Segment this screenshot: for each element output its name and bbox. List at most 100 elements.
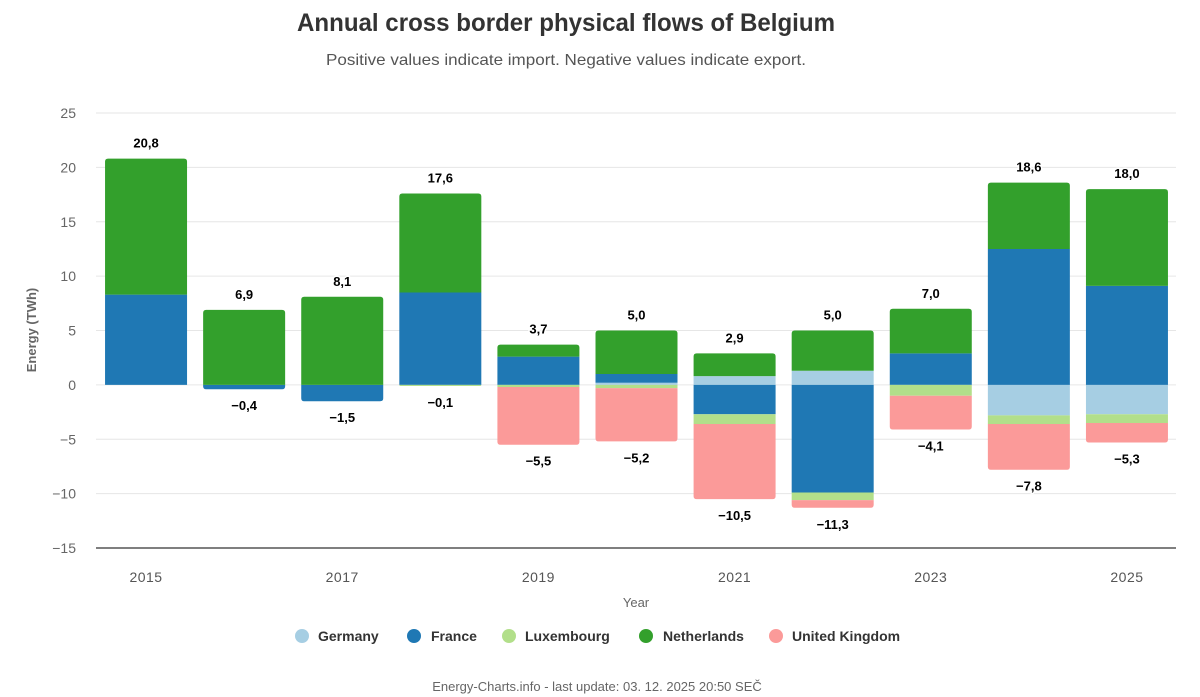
bar-segment-luxembourg[interactable]	[497, 384, 580, 388]
legend-item-luxembourg[interactable]: Luxembourg	[502, 628, 610, 644]
bar-segment-germany[interactable]	[1085, 384, 1168, 415]
bar-segment-germany[interactable]	[987, 384, 1070, 416]
x-tick-label: 2025	[1110, 569, 1143, 585]
bar-segment-united-kingdom[interactable]	[889, 395, 972, 430]
y-tick-label: −15	[52, 540, 76, 556]
bars	[105, 158, 1168, 508]
negative-total-label: −10,5	[718, 508, 751, 523]
negative-total-label: −7,8	[1016, 479, 1042, 494]
legend-marker	[407, 629, 421, 643]
negative-total-label: −11,3	[817, 517, 849, 532]
bar-segment-united-kingdom[interactable]	[497, 387, 580, 445]
bar-segment-united-kingdom[interactable]	[1085, 422, 1168, 443]
bar-segment-france[interactable]	[595, 374, 678, 383]
bar-segment-united-kingdom[interactable]	[595, 388, 678, 442]
x-tick-label: 2015	[129, 569, 162, 585]
x-axis-ticks: 2015 2017 2019 2021 2023 2025	[129, 569, 1143, 585]
bar-segment-luxembourg[interactable]	[889, 384, 972, 396]
bar-segment-netherlands[interactable]	[497, 344, 580, 357]
legend-label: Netherlands	[663, 628, 744, 644]
bar-segment-netherlands[interactable]	[1085, 189, 1168, 286]
y-tick-label: 0	[68, 377, 76, 393]
bar-segment-luxembourg[interactable]	[399, 384, 482, 386]
bar-segment-france[interactable]	[105, 294, 188, 385]
bar-segment-netherlands[interactable]	[301, 296, 384, 385]
y-tick-label: 10	[60, 268, 76, 284]
legend-marker	[639, 629, 653, 643]
bar-segment-luxembourg[interactable]	[791, 492, 874, 501]
bar-segment-germany[interactable]	[791, 370, 874, 385]
positive-total-label: 5,0	[824, 308, 842, 323]
legend-marker	[295, 629, 309, 643]
x-tick-label: 2023	[914, 569, 947, 585]
x-axis-label: Year	[623, 595, 650, 610]
positive-total-label: 17,6	[428, 170, 453, 185]
bar-segment-netherlands[interactable]	[399, 193, 482, 293]
chart-subtitle: Positive values indicate import. Negativ…	[326, 52, 806, 69]
positive-total-label: 2,9	[726, 330, 744, 345]
x-tick-label: 2019	[522, 569, 555, 585]
bar-segment-netherlands[interactable]	[791, 330, 874, 371]
positive-total-label: 3,7	[529, 322, 547, 337]
y-tick-label: 20	[60, 159, 76, 175]
bar-segment-france[interactable]	[301, 384, 384, 402]
y-tick-label: −5	[60, 431, 76, 447]
bar-segment-netherlands[interactable]	[203, 309, 286, 385]
x-tick-label: 2017	[326, 569, 359, 585]
y-axis-ticks: 25 20 15 10 5 0 −5 −10 −15	[52, 105, 76, 556]
x-tick-label: 2021	[718, 569, 751, 585]
bar-segment-france[interactable]	[497, 356, 580, 385]
positive-total-label: 5,0	[627, 308, 645, 323]
bar-segment-france[interactable]	[399, 292, 482, 385]
positive-total-label: 18,0	[1114, 166, 1139, 181]
bar-segment-netherlands[interactable]	[987, 182, 1070, 249]
bar-segment-united-kingdom[interactable]	[791, 500, 874, 508]
bar-segment-luxembourg[interactable]	[1085, 414, 1168, 423]
legend-label: Luxembourg	[525, 628, 610, 644]
legend-item-france[interactable]: France	[407, 628, 477, 644]
bar-segment-netherlands[interactable]	[693, 353, 776, 377]
bar-segment-netherlands[interactable]	[889, 308, 972, 354]
bar-segment-france[interactable]	[203, 384, 286, 390]
negative-total-label: −5,2	[624, 450, 650, 465]
legend-item-netherlands[interactable]: Netherlands	[639, 628, 744, 644]
bar-segment-france[interactable]	[889, 353, 972, 385]
legend-label: France	[431, 628, 477, 644]
y-tick-label: 5	[68, 323, 76, 339]
bar-segment-netherlands[interactable]	[595, 330, 678, 375]
data-labels: 20,8 6,9 −0,4 8,1 −1,5 17,6 −0,1 3,7 −5,5 5,0 −5,2…	[132, 134, 1141, 533]
y-tick-label: 15	[60, 214, 76, 230]
legend-label: United Kingdom	[792, 628, 900, 644]
chart-title: Annual cross border physical flows of Be…	[297, 9, 835, 37]
bar-segment-france[interactable]	[1085, 285, 1168, 385]
positive-total-label: 18,6	[1016, 160, 1041, 175]
legend-label: Germany	[318, 628, 379, 644]
bar-segment-germany[interactable]	[595, 382, 678, 385]
bar-segment-netherlands[interactable]	[105, 158, 188, 295]
positive-total-label: 6,9	[235, 287, 253, 302]
legend-item-united-kingdom[interactable]: United Kingdom	[769, 628, 900, 644]
legend: Germany France Luxembourg Netherlands Un…	[295, 628, 900, 644]
footer-credit[interactable]: Energy-Charts.info - last update: 03. 12…	[432, 679, 762, 694]
bar-segment-france[interactable]	[987, 248, 1070, 385]
bar-segment-luxembourg[interactable]	[595, 384, 678, 389]
positive-total-label: 8,1	[333, 274, 351, 289]
bar-segment-france[interactable]	[693, 384, 776, 415]
positive-total-label: 20,8	[133, 136, 158, 151]
negative-total-label: −0,1	[427, 395, 453, 410]
bar-segment-france[interactable]	[791, 384, 874, 493]
y-tick-label: 25	[60, 105, 76, 121]
negative-total-label: −5,5	[526, 454, 552, 469]
bar-segment-united-kingdom[interactable]	[987, 424, 1070, 470]
legend-item-germany[interactable]: Germany	[295, 628, 379, 644]
negative-total-label: −5,3	[1114, 452, 1140, 467]
positive-total-label: 7,0	[922, 286, 940, 301]
bar-segment-luxembourg[interactable]	[987, 415, 1070, 425]
y-tick-label: −10	[52, 486, 76, 502]
bar-segment-germany[interactable]	[693, 376, 776, 385]
bar-segment-luxembourg[interactable]	[693, 414, 776, 425]
negative-total-label: −4,1	[918, 438, 944, 453]
bar-segment-united-kingdom[interactable]	[693, 424, 776, 500]
negative-total-label: −1,5	[329, 410, 355, 425]
